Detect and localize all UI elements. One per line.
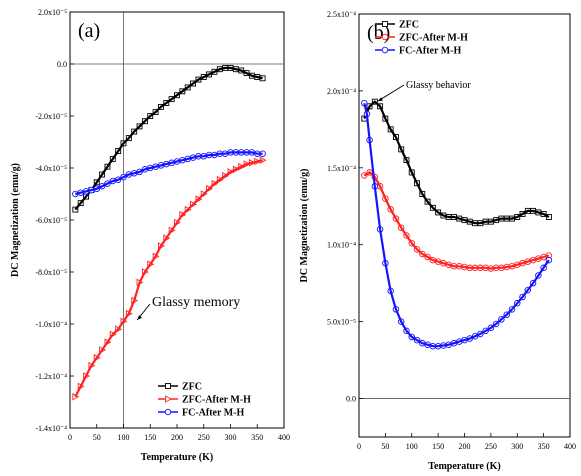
annotation-arrowhead [137, 315, 142, 320]
y-tick-label: 1.0x10⁻⁴ [327, 241, 356, 250]
x-tick-label: 200 [459, 442, 471, 451]
y-tick-label: 2.0x10⁻⁴ [327, 87, 356, 96]
y-tick-label: -1.2x10⁻⁴ [35, 372, 67, 381]
legend: ZFC ZFC-After M-H FC-After M-H [158, 382, 251, 419]
x-tick-label: 100 [118, 433, 130, 442]
series-line-zfc [74, 66, 263, 211]
x-tick-label: 250 [198, 433, 210, 442]
series-zfc [72, 64, 266, 213]
x-tick-label: 0 [357, 442, 361, 451]
x-tick-label: 100 [406, 442, 418, 451]
y-tick-label: 2.5x10⁻⁴ [327, 10, 356, 19]
y-axis-title: DC Magnetization (emu/g) [10, 163, 21, 277]
legend-marker-fc-after-m-h [381, 46, 389, 54]
annotation: Glassy behavior [377, 80, 471, 102]
series-line-zfc [363, 100, 550, 225]
x-tick-label: 350 [538, 442, 550, 451]
series-zfc [361, 98, 552, 227]
annotation-text: Glassy memory [152, 295, 240, 310]
annotation-arrow [377, 84, 405, 102]
y-tick-label: -6.0x10⁻⁵ [35, 216, 67, 225]
legend-marker-fc-after-m-h [164, 408, 172, 416]
series-fc-after-m-h [361, 99, 553, 350]
annotation-text: Glassy behavior [406, 80, 471, 91]
x-tick-label: 350 [251, 433, 263, 442]
x-tick-label: 0 [68, 433, 72, 442]
x-tick-label: 50 [381, 442, 389, 451]
x-axis-title: Temperature (K) [141, 452, 214, 463]
legend-marker-zfc [382, 21, 388, 27]
legend-marker-zfc [165, 383, 171, 389]
x-tick-label: 200 [171, 433, 183, 442]
annotation: Glassy memory [136, 295, 240, 321]
x-tick-label: 400 [564, 442, 576, 451]
panel-a: 0 50 100 150 200 250 300 350 400 -1.4x10⁻⁴ -1.2x10… [10, 8, 290, 463]
x-tick-label: 250 [485, 442, 497, 451]
series-line-zfc-after-m-h [363, 171, 550, 270]
series-line-zfc-after-m-h [74, 159, 263, 398]
data-point-zfc [545, 214, 552, 220]
y-axis-title: DC Magnetization (emu/g) [299, 169, 310, 283]
y-tick-label: 2.0x10⁻⁵ [38, 8, 67, 17]
panel-b: 0 50 100 150 200 250 300 350 400 0.0 5.0x10⁻⁵ 1.0x1… [299, 10, 576, 472]
legend-marker-zfc-after-m-h [165, 395, 172, 403]
x-tick-label: 400 [278, 433, 290, 442]
x-tick-label: 300 [225, 433, 237, 442]
y-tick-label: 0.0 [57, 60, 67, 69]
y-tick-label: 0.0 [346, 395, 356, 404]
series-line-fc-after-m-h [363, 102, 550, 348]
series-fc-after-m-h [72, 149, 266, 198]
legend-label-fc-after-m-h: FC-After M-H [182, 408, 245, 419]
legend-label-zfc-after-m-h: ZFC-After M-H [182, 395, 251, 406]
panel-label: (a) [78, 20, 100, 42]
y-tick-label: 5.0x10⁻⁵ [327, 318, 356, 327]
x-tick-label: 50 [93, 433, 101, 442]
y-tick-label: -1.4x10⁻⁴ [35, 424, 67, 433]
legend-label-fc-after-m-h: FC-After M-H [399, 46, 462, 57]
x-axis-title: Temperature (K) [428, 461, 501, 472]
legend: ZFC ZFC-After M-H FC-After M-H [375, 20, 468, 57]
legend-label-zfc: ZFC [182, 382, 202, 393]
legend-marker-zfc-after-m-h [381, 33, 389, 41]
annotation-arrowhead [377, 97, 383, 102]
legend-label-zfc: ZFC [399, 20, 419, 31]
y-tick-label: -8.0x10⁻⁵ [35, 268, 67, 277]
y-tick-label: -4.0x10⁻⁵ [35, 164, 67, 173]
y-tick-label: -1.0x10⁻⁴ [35, 320, 67, 329]
y-tick-label: -2.0x10⁻⁵ [35, 112, 67, 121]
series-line-fc-after-m-h [75, 151, 263, 196]
x-tick-label: 150 [144, 433, 156, 442]
x-tick-label: 150 [432, 442, 444, 451]
plot-frame [358, 13, 571, 438]
y-tick-label: 1.5x10⁻⁴ [327, 164, 356, 173]
series-zfc-after-m-h [72, 156, 267, 401]
legend-label-zfc-after-m-h: ZFC-After M-H [399, 33, 468, 44]
x-tick-label: 300 [511, 442, 523, 451]
